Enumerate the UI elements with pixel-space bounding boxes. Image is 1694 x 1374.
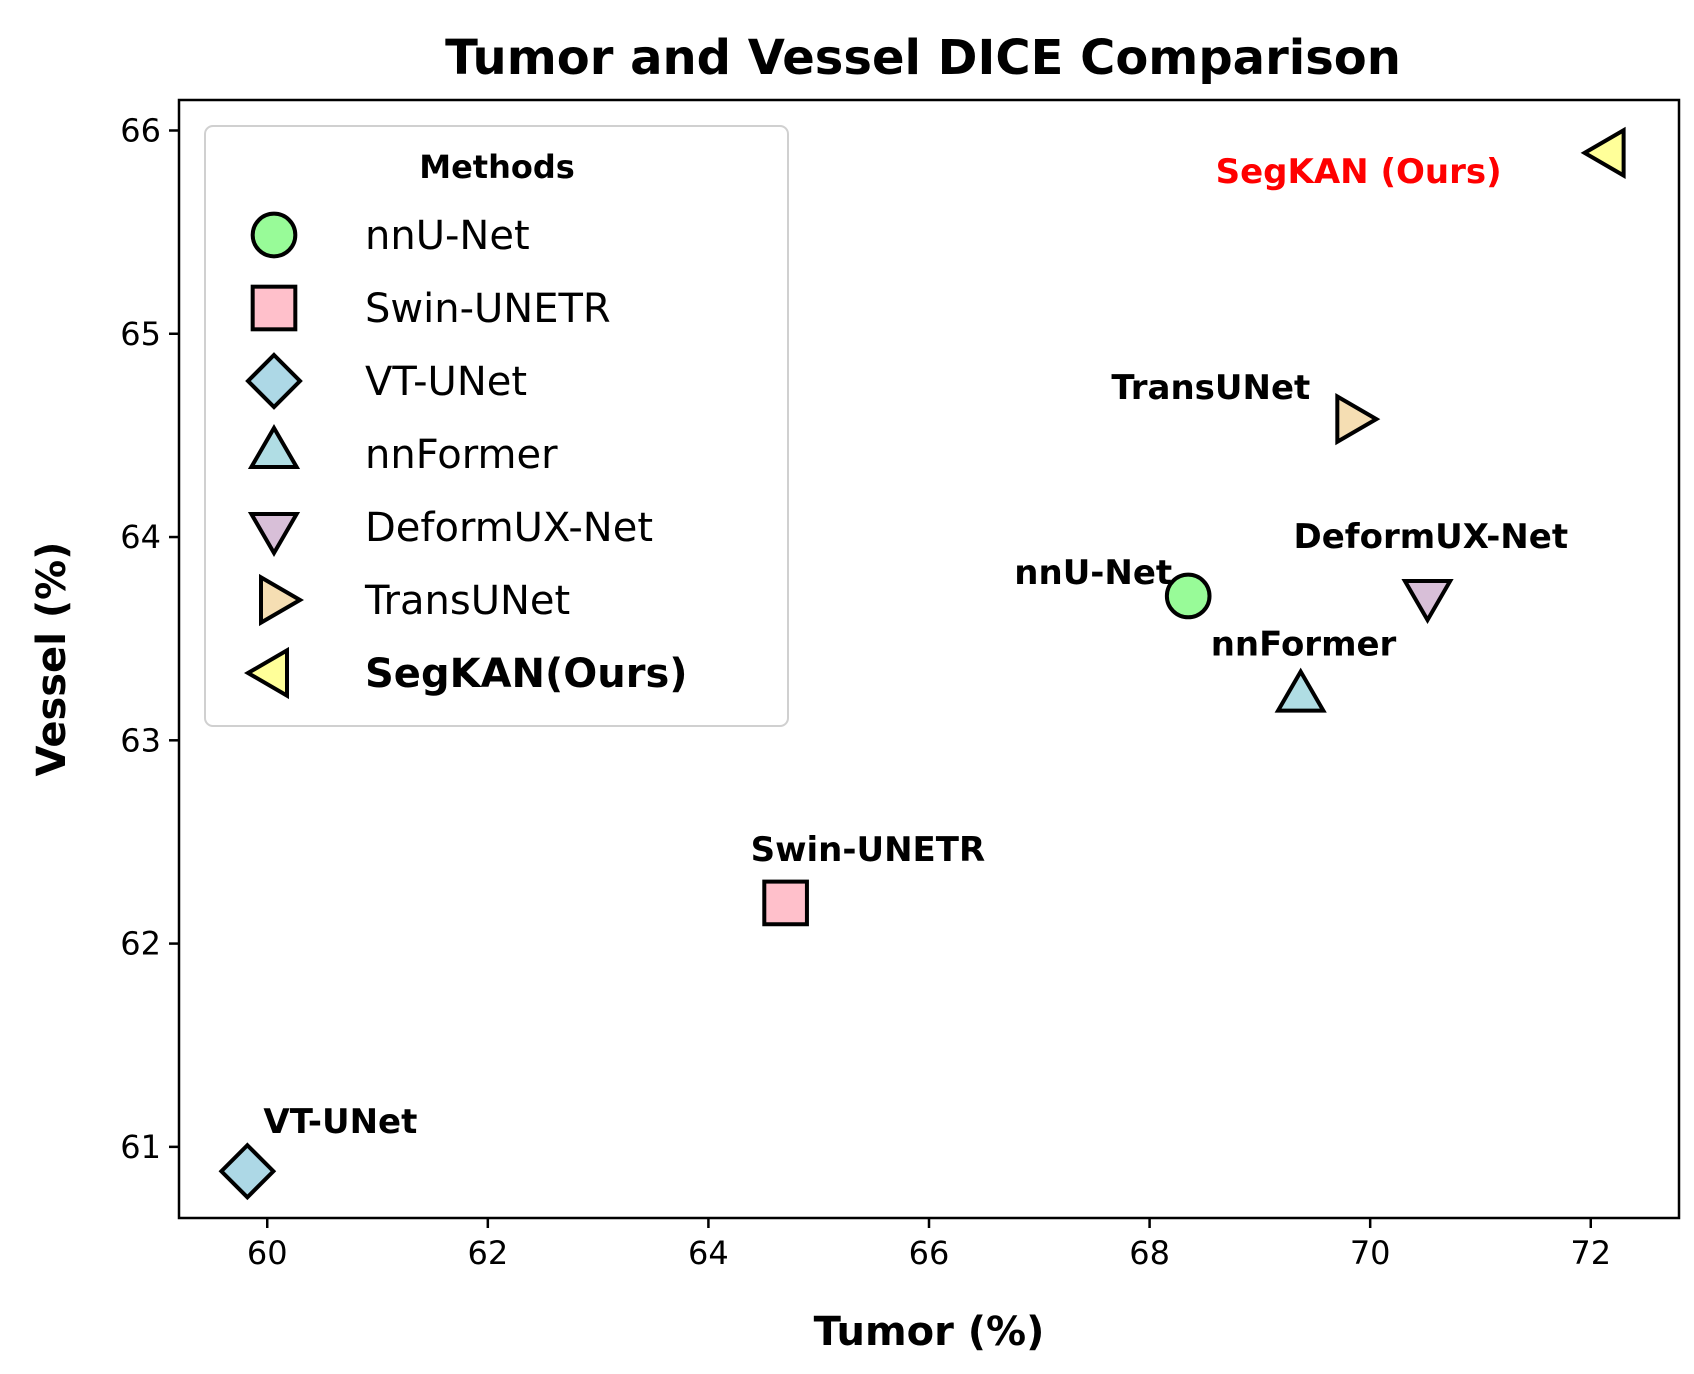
y-axis: 61 62 63 64 65 66 <box>120 111 179 1166</box>
x-tick-label: 72 <box>1570 1234 1611 1272</box>
legend-label-transunet: TransUNet <box>364 578 570 624</box>
legend: Methods nnU-Net Swin-UNETR VT-UNet nnFormer… <box>204 125 789 727</box>
annotation-nnu-net: nnU-Net <box>1014 553 1172 593</box>
chart-title: Tumor and Vessel DICE Comparison <box>445 30 1401 86</box>
legend-marker-nnu-net <box>250 211 298 259</box>
annotation-vt-unet: VT-UNet <box>263 1102 417 1142</box>
legend-label-nnu-net: nnU-Net <box>365 213 530 259</box>
y-tick-label: 64 <box>120 518 161 556</box>
legend-label-deformux-net: DeformUX-Net <box>365 505 653 551</box>
y-tick-label: 63 <box>120 721 161 759</box>
annotation-segkan-ours: SegKAN (Ours) <box>1216 152 1502 192</box>
legend-marker-transunet <box>259 573 304 627</box>
annotation-deformux-net: DeformUX-Net <box>1294 517 1569 557</box>
legend-box <box>204 125 789 727</box>
legend-label-nnformer: nnFormer <box>365 432 558 478</box>
data-points <box>218 126 1626 1201</box>
x-tick-label: 66 <box>909 1234 950 1272</box>
legend-label-segkan-ours: SegKAN(Ours) <box>365 651 688 697</box>
point-segkan-ours <box>1580 126 1626 179</box>
y-tick-label: 65 <box>120 315 161 353</box>
legend-label-vt-unet: VT-UNet <box>365 359 527 405</box>
point-deformux-net <box>1401 578 1454 624</box>
x-tick-label: 60 <box>247 1234 288 1272</box>
point-vt-unet <box>218 1142 277 1201</box>
y-tick-label: 66 <box>120 111 161 149</box>
annotation-transunet: TransUNet <box>1111 368 1310 408</box>
y-tick-label: 61 <box>120 1128 161 1166</box>
legend-marker-swin-unetr <box>250 284 298 332</box>
x-tick-label: 70 <box>1350 1234 1391 1272</box>
annotation-swin-unetr: Swin-UNETR <box>751 830 986 870</box>
x-axis: 60 62 64 66 68 70 72 <box>247 1218 1611 1272</box>
x-tick-label: 62 <box>467 1234 508 1272</box>
y-axis-label: Vessel (%) <box>29 542 75 777</box>
x-tick-label: 64 <box>688 1234 729 1272</box>
x-tick-label: 68 <box>1129 1234 1170 1272</box>
x-axis-label: Tumor (%) <box>814 1309 1045 1355</box>
legend-marker-vt-unet <box>245 352 303 410</box>
point-transunet <box>1335 393 1381 446</box>
point-nnformer <box>1274 667 1327 713</box>
annotation-nnformer: nnFormer <box>1211 625 1397 665</box>
legend-marker-nnformer <box>247 424 301 469</box>
legend-marker-deformux-net <box>247 512 301 557</box>
y-tick-label: 62 <box>120 925 161 963</box>
legend-title: Methods <box>419 148 575 186</box>
point-swin-unetr <box>762 879 809 927</box>
point-nnu-net <box>1164 572 1212 620</box>
legend-marker-segkan-ours <box>244 646 289 700</box>
point-annotations: nnU-Net Swin-UNETR VT-UNet nnFormer DeformUX… <box>263 152 1568 1142</box>
legend-label-swin-unetr: Swin-UNETR <box>365 286 611 332</box>
